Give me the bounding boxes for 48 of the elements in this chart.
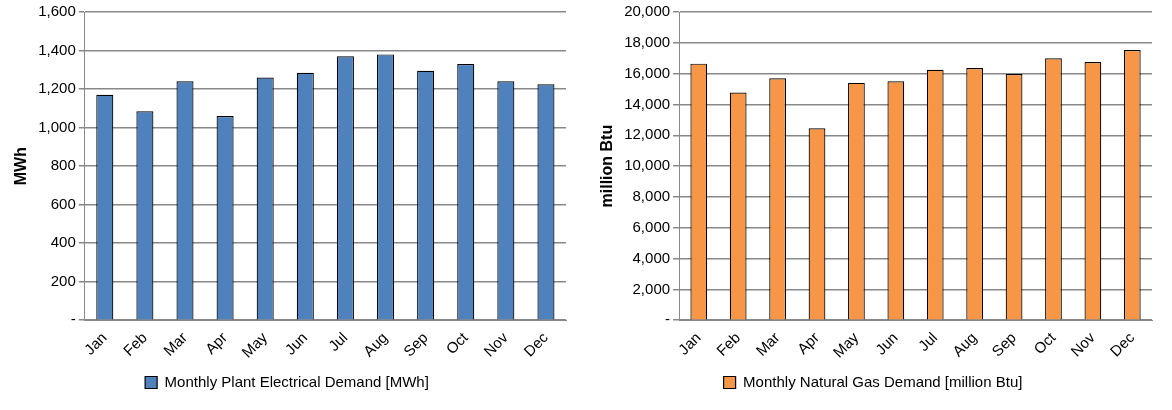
y-tick-label: 400 [50,233,76,251]
x-tick-label: Jul [324,328,351,355]
y-tick-label: 1,600 [38,2,76,20]
x-tick-label: Oct [442,328,472,358]
y-tick-label: 8,000 [632,187,671,205]
x-tick-label: Aug [359,328,391,360]
y-tick-label: 16,000 [624,63,671,81]
x-tick-label: Dec [1106,328,1138,360]
y-tick-label: 2,000 [632,279,671,297]
y-axis-title: million Btu [598,124,616,208]
x-tick-label: Jan [80,328,110,358]
y-tick-label: 1,200 [38,79,76,97]
y-tick-label: 4,000 [632,248,671,266]
x-tick-label: Jun [281,328,311,358]
x-tick-label: Aug [948,328,980,360]
y-tick-label: 6,000 [632,217,671,235]
x-tick-label: Apr [201,328,231,358]
x-tick-label: Nov [480,328,512,360]
x-tick-label: Feb [712,328,744,359]
x-tick-label: Jul [914,328,941,355]
y-tick-label: 14,000 [624,94,671,112]
x-tick-label: Dec [520,328,552,360]
x-tick-label: Feb [119,328,150,359]
x-tick-label: Apr [793,328,823,358]
y-tick-label: - [70,310,76,328]
legend-label: Monthly Natural Gas Demand [million Btu] [743,372,1023,390]
legend-label: Monthly Plant Electrical Demand [MWh] [164,372,429,390]
y-tick-label: 200 [50,271,76,289]
x-tick-label: Oct [1030,328,1060,358]
y-tick-label: 1,000 [38,117,76,135]
x-tick-label: Mar [752,328,783,359]
y-tick-label: - [665,310,671,328]
y-tick-label: 18,000 [624,32,671,50]
y-tick-label: 20,000 [624,2,671,20]
y-tick-label: 600 [50,194,76,212]
y-axis-title: MWh [12,147,30,186]
x-tick-label: Sep [988,328,1020,360]
y-tick-label: 10,000 [624,156,671,174]
y-tick-label: 800 [50,156,76,174]
x-tick-label: Jun [871,328,901,358]
y-tick-label: 1,400 [38,40,76,58]
x-tick-label: Nov [1067,328,1099,360]
y-tick-label: 12,000 [624,125,671,143]
x-tick-label: Sep [399,328,431,360]
x-tick-label: Mar [159,328,191,359]
x-tick-label: May [829,328,862,361]
x-tick-label: Jan [674,328,704,358]
x-tick-label: May [238,328,271,361]
